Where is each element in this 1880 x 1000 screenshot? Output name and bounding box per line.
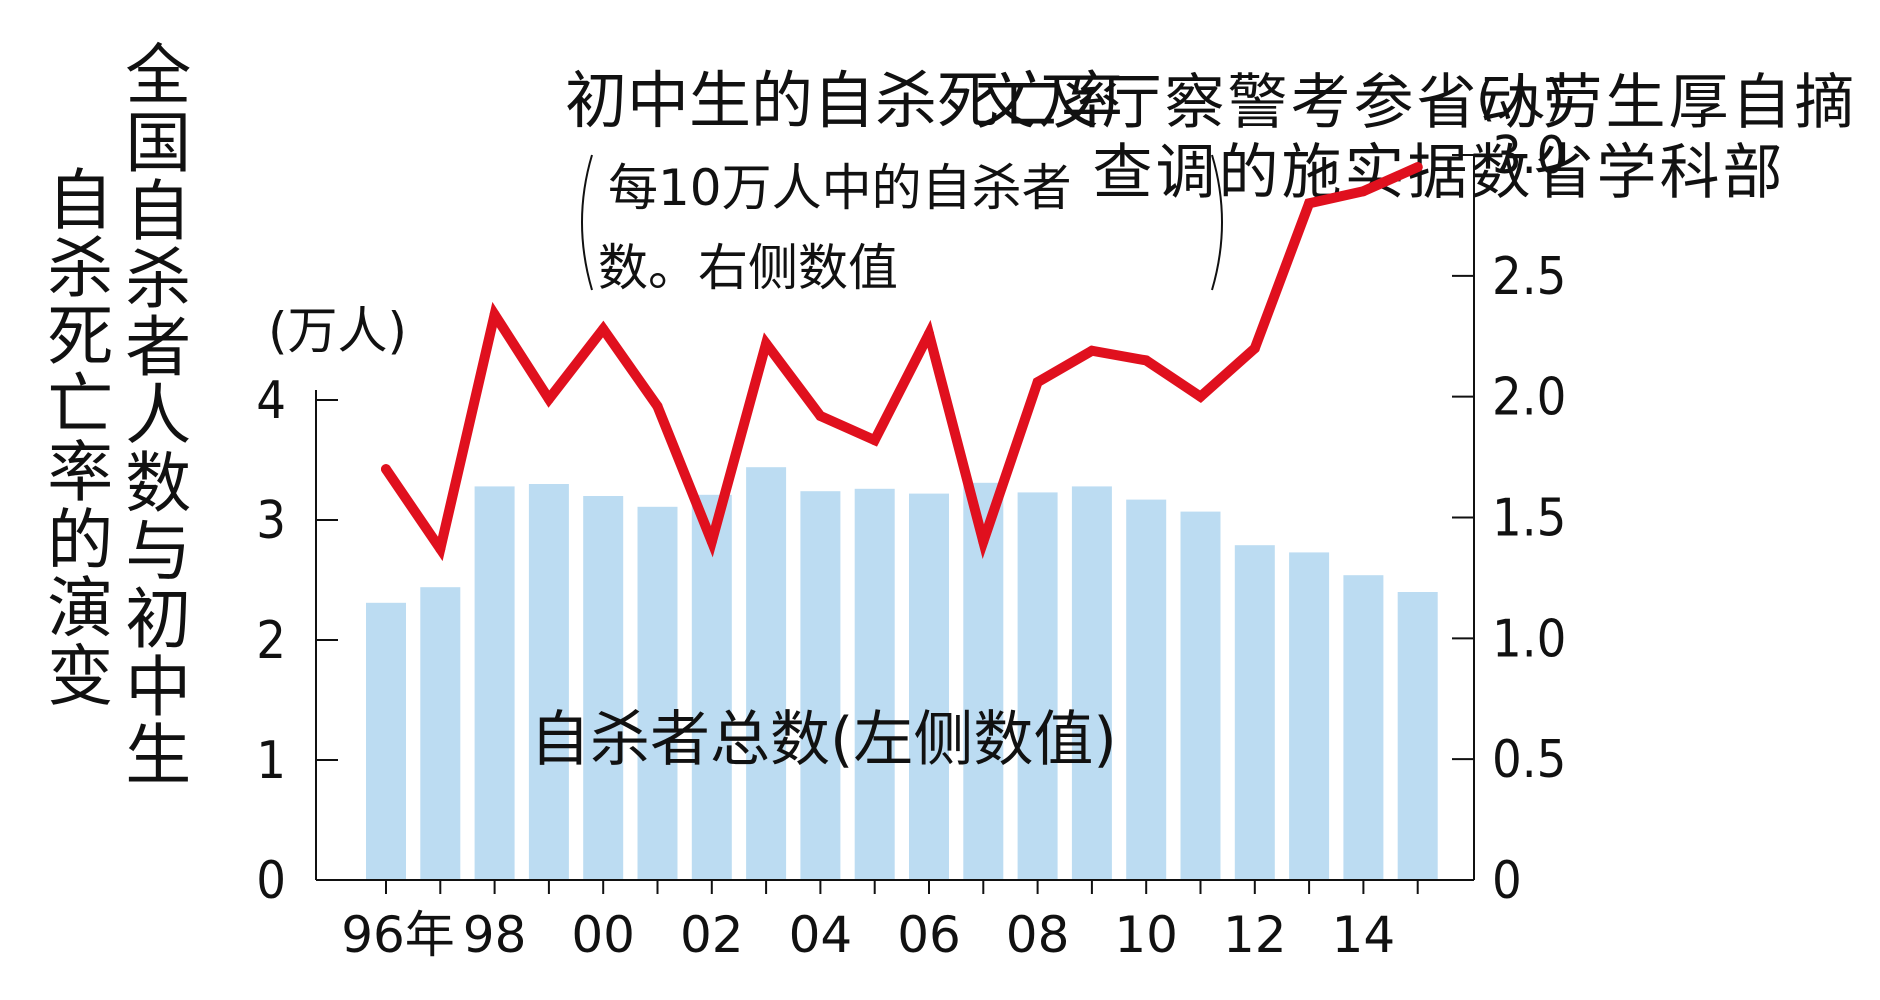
line-point [869, 435, 880, 446]
line-point [924, 328, 934, 339]
x-axis-tick-label: 12 [1223, 906, 1287, 964]
source-note-line-1: 摘自厚生劳动省参考警察厅及文 [965, 70, 1854, 132]
x-axis-tick-label: 10 [1114, 906, 1178, 964]
chart-labels: (万人) (人) 初中生的自杀死亡率每10万人中的自杀者数。右侧数值自杀者总数(左侧… [268, 64, 1565, 775]
bar [691, 494, 732, 880]
x-axis-tick-label: 00 [571, 906, 635, 964]
bar-series-title: 自杀者总数(左侧数值) [530, 705, 1117, 775]
line-point [435, 543, 446, 554]
line-point [706, 536, 717, 547]
right-axis-tick-label: 3.0 [1492, 126, 1566, 186]
bar [1234, 545, 1275, 880]
bar [746, 467, 787, 880]
line-series-subtitle-2: 数。右侧数值 [598, 239, 898, 297]
line-series [381, 162, 1423, 562]
bar [800, 491, 841, 880]
bar [1017, 492, 1058, 880]
line-point [978, 536, 989, 547]
line-point [1086, 345, 1097, 356]
bar [909, 493, 949, 880]
line-point [761, 338, 772, 349]
bar [1343, 575, 1384, 880]
line-point [815, 411, 826, 421]
x-axis-tick-label: 08 [1006, 906, 1070, 964]
chart-title-line-1: 全国自杀者人数与初中生 [114, 40, 192, 788]
line-point [1195, 391, 1206, 402]
bar [1289, 552, 1330, 880]
x-axis-tick-label: 96年 [341, 906, 455, 964]
bar [583, 496, 624, 880]
bar [420, 587, 461, 880]
line-point [543, 394, 554, 405]
source-note-line-2: 部科学省数据实施的调查 [1082, 140, 1782, 202]
subtitle-paren-left [581, 154, 593, 291]
right-axis-tick-label: 0.5 [1492, 730, 1566, 790]
x-axis-tick-label: 06 [897, 906, 961, 964]
line-point [1032, 377, 1043, 388]
line-path [381, 162, 1423, 562]
line-series-title: 初中生的自杀死亡率 [565, 64, 1123, 137]
bar [366, 602, 406, 880]
right-axis-tick-label: 2.0 [1492, 368, 1566, 428]
line-point [652, 401, 663, 412]
bar [1126, 499, 1167, 880]
line-series-subtitle-1: 每10万人中的自杀者 [608, 159, 1072, 217]
bar-series [366, 467, 1438, 880]
chart-title-line-2: 自杀死亡率的演变 [36, 165, 114, 709]
left-axis-tick-label: 3 [256, 491, 286, 551]
line-point [381, 464, 391, 475]
bar [474, 486, 515, 880]
left-axis-tick-label: 2 [256, 611, 286, 671]
line-point [1249, 343, 1260, 354]
line-point [1358, 186, 1369, 197]
right-axis-unit: (人) [1476, 69, 1565, 127]
bar [637, 506, 678, 880]
line-point [1412, 162, 1423, 173]
x-axis-tick-label: 04 [789, 906, 853, 964]
right-axis-tick-label: 0 [1492, 851, 1522, 911]
x-axis-tick-label: 98 [463, 906, 527, 964]
line-point [1304, 198, 1315, 209]
left-axis-tick-label: 4 [256, 371, 286, 431]
line-point [598, 324, 609, 334]
x-axis-tick-label: 14 [1332, 906, 1396, 964]
bar [854, 488, 895, 880]
x-axis-tick-label: 02 [680, 906, 744, 964]
left-axis-tick-label: 1 [256, 731, 286, 791]
bar [1071, 486, 1112, 880]
left-axis-unit: (万人) [268, 302, 407, 360]
right-axis-tick-label: 1.5 [1492, 489, 1566, 549]
subtitle-paren-right [1211, 154, 1223, 291]
line-point [489, 309, 500, 320]
bar [528, 484, 569, 880]
left-axis-tick-label: 0 [256, 851, 286, 911]
bar [1397, 592, 1438, 880]
right-axis-tick-label: 1.0 [1492, 609, 1566, 669]
line-point [1141, 355, 1152, 366]
bar [1180, 511, 1221, 880]
right-axis-tick-label: 2.5 [1492, 247, 1566, 307]
